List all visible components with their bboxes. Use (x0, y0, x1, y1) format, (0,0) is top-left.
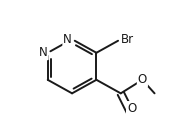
Text: Br: Br (121, 33, 134, 46)
Text: N: N (63, 33, 72, 46)
Text: O: O (127, 102, 136, 115)
Text: N: N (39, 46, 48, 59)
Text: O: O (138, 73, 147, 86)
